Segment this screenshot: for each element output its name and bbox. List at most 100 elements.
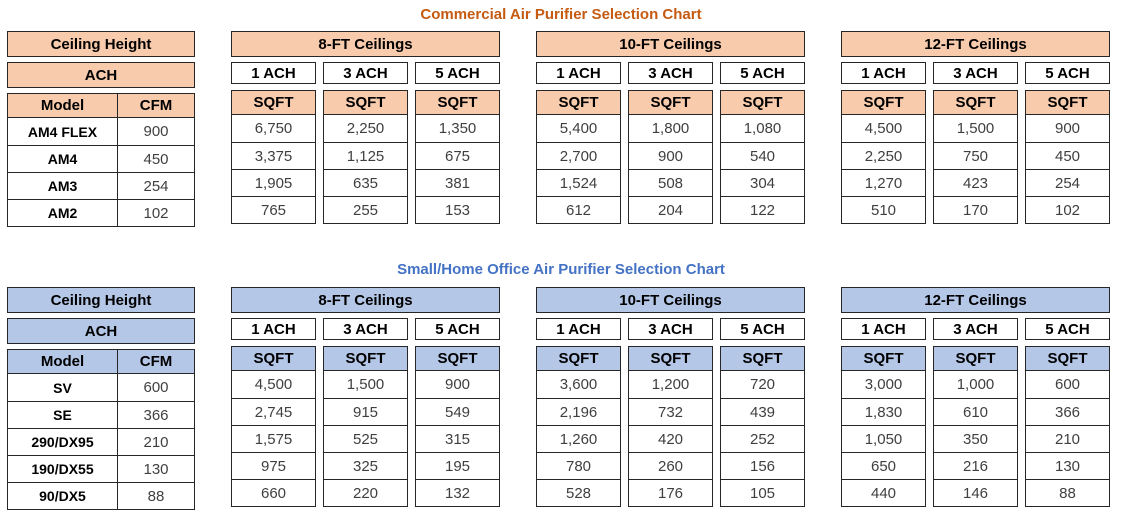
sqft-header: SQFT xyxy=(232,347,315,371)
sqft-value: 540 xyxy=(721,142,804,169)
sqft-value: 2,745 xyxy=(232,398,315,425)
sqft-value: 765 xyxy=(232,196,315,223)
cfm-cell: 600 xyxy=(143,379,169,396)
commercial-left-block: Ceiling Height ACH Model CFM AM4 FLEX 90… xyxy=(7,31,195,227)
sqft-columns: SQFT 6,750 3,375 1,905 765 SQFT 2,250 1,… xyxy=(231,90,500,224)
group-header: 8-FT Ceilings xyxy=(231,287,500,313)
sqft-value: 510 xyxy=(842,196,925,223)
table-row: AM3 254 xyxy=(8,172,194,199)
sqft-column: SQFT 2,250 1,125 635 255 xyxy=(323,90,408,224)
sqft-header: SQFT xyxy=(537,347,620,371)
model-cell: SV xyxy=(8,374,118,401)
model-cell: 190/DX55 xyxy=(8,456,118,482)
model-cell: AM3 xyxy=(8,173,118,199)
sqft-column: SQFT 1,500 915 525 325 220 xyxy=(323,346,408,507)
sqft-value: 170 xyxy=(934,196,1017,223)
sqft-header: SQFT xyxy=(842,347,925,371)
sqft-columns: SQFT 3,600 2,196 1,260 780 528 SQFT 1,20… xyxy=(536,346,805,507)
commercial-selection-chart: Commercial Air Purifier Selection Chart … xyxy=(0,0,1122,227)
sqft-value: 1,270 xyxy=(842,169,925,196)
sqft-value: 1,260 xyxy=(537,425,620,452)
cfm-cell: 254 xyxy=(143,177,169,195)
sqft-value: 780 xyxy=(537,452,620,479)
ach-box: 1 ACH xyxy=(536,62,621,84)
sqft-value: 252 xyxy=(721,425,804,452)
sqft-value: 6,750 xyxy=(254,120,293,137)
ach-box: 3 ACH xyxy=(628,318,713,340)
sqft-header: SQFT xyxy=(629,347,712,371)
sqft-value: 3,000 xyxy=(864,376,903,393)
sqft-value: 220 xyxy=(324,479,407,506)
sqft-column: SQFT 1,080 540 304 122 xyxy=(720,90,805,224)
ach-header: ACH xyxy=(7,318,195,344)
sqft-value: 254 xyxy=(1026,169,1109,196)
sqft-value: 635 xyxy=(324,169,407,196)
sqft-columns: SQFT 5,400 2,700 1,524 612 SQFT 1,800 90… xyxy=(536,90,805,224)
sqft-column: SQFT 900 450 254 102 xyxy=(1025,90,1110,224)
sqft-value: 439 xyxy=(721,398,804,425)
sqft-column: SQFT 1,500 750 423 170 xyxy=(933,90,1018,224)
table-row: SV 600 xyxy=(8,374,194,401)
model-cell: AM4 FLEX xyxy=(8,118,118,145)
sqft-header: SQFT xyxy=(934,91,1017,115)
sqft-header: SQFT xyxy=(324,347,407,371)
group-header: 10-FT Ceilings xyxy=(536,287,805,313)
sqft-header: SQFT xyxy=(1026,91,1109,115)
ach-header-row: 1 ACH 3 ACH 5 ACH xyxy=(231,62,500,84)
model-cfm-table: Model CFM SV 600 SE 366 290/DX95 210 190… xyxy=(7,349,195,510)
table-row: 290/DX95 210 xyxy=(8,428,194,455)
ach-header-row: 1 ACH 3 ACH 5 ACH xyxy=(536,318,805,340)
sqft-value: 975 xyxy=(232,452,315,479)
sqft-header: SQFT xyxy=(232,91,315,115)
sqft-column: SQFT 3,000 1,830 1,050 650 440 xyxy=(841,346,926,507)
sqft-value: 508 xyxy=(629,169,712,196)
ach-header: ACH xyxy=(7,62,195,88)
ach-box: 1 ACH xyxy=(841,318,926,340)
sqft-column: SQFT 1,000 610 350 216 146 xyxy=(933,346,1018,507)
sqft-value: 176 xyxy=(629,479,712,506)
sqft-value: 2,250 xyxy=(346,120,385,137)
sqft-header: SQFT xyxy=(721,91,804,115)
sqft-value: 130 xyxy=(1026,452,1109,479)
small-home-office-selection-chart: Small/Home Office Air Purifier Selection… xyxy=(0,227,1122,510)
sqft-column: SQFT 6,750 3,375 1,905 765 xyxy=(231,90,316,224)
sqft-value: 350 xyxy=(934,425,1017,452)
sqft-value: 88 xyxy=(1026,479,1109,506)
sqft-value: 1,050 xyxy=(842,425,925,452)
sqft-column: SQFT 1,800 900 508 204 xyxy=(628,90,713,224)
group-12ft-ceilings: 12-FT Ceilings 1 ACH 3 ACH 5 ACH SQFT 4,… xyxy=(841,31,1110,224)
sqft-value: 255 xyxy=(324,196,407,223)
cfm-cell: 900 xyxy=(143,123,169,140)
sqft-value: 732 xyxy=(629,398,712,425)
table-row: AM4 450 xyxy=(8,145,194,172)
sqft-header: SQFT xyxy=(721,347,804,371)
ach-box: 5 ACH xyxy=(1025,318,1110,340)
model-cell: 90/DX5 xyxy=(8,483,118,509)
sqft-column: SQFT 900 549 315 195 132 xyxy=(415,346,500,507)
sqft-column: SQFT 600 366 210 130 88 xyxy=(1025,346,1110,507)
ach-header-row: 1 ACH 3 ACH 5 ACH xyxy=(536,62,805,84)
ach-box: 3 ACH xyxy=(933,62,1018,84)
ach-box: 5 ACH xyxy=(415,62,500,84)
sqft-value: 204 xyxy=(629,196,712,223)
small-home-office-chart-grid: Ceiling Height ACH Model CFM SV 600 SE 3… xyxy=(0,287,1122,510)
sqft-columns: SQFT 4,500 2,745 1,575 975 660 SQFT 1,50… xyxy=(231,346,500,507)
sqft-value: 210 xyxy=(1026,425,1109,452)
sqft-value: 315 xyxy=(416,425,499,452)
cfm-cell: 450 xyxy=(143,150,169,168)
sqft-value: 325 xyxy=(324,452,407,479)
sqft-value: 1,830 xyxy=(842,398,925,425)
sqft-value: 5,400 xyxy=(559,120,598,137)
sqft-value: 3,375 xyxy=(232,142,315,169)
sqft-value: 4,500 xyxy=(254,376,293,393)
cfm-cell: 102 xyxy=(143,204,169,222)
ach-box: 3 ACH xyxy=(628,62,713,84)
sqft-value: 420 xyxy=(629,425,712,452)
ach-box: 1 ACH xyxy=(231,62,316,84)
sqft-value: 146 xyxy=(934,479,1017,506)
ach-header-row: 1 ACH 3 ACH 5 ACH xyxy=(841,318,1110,340)
commercial-chart-title: Commercial Air Purifier Selection Chart xyxy=(420,6,702,23)
model-cell: AM4 xyxy=(8,146,118,172)
sqft-columns: SQFT 3,000 1,830 1,050 650 440 SQFT 1,00… xyxy=(841,346,1110,507)
sqft-value: 900 xyxy=(629,142,712,169)
